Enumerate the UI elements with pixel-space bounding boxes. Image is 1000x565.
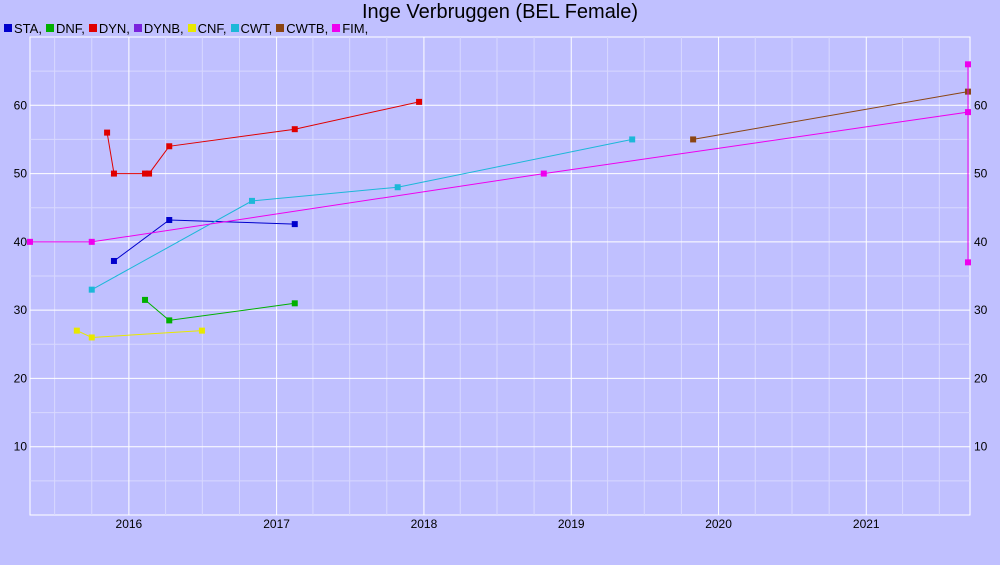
data-point-sta xyxy=(110,257,117,264)
data-point-fim xyxy=(964,61,971,68)
data-point-cnf xyxy=(73,327,80,334)
y-tick-label: 10 xyxy=(974,440,988,454)
y-tick-label: 20 xyxy=(974,371,988,385)
data-point-cwt xyxy=(88,286,95,293)
x-tick-label: 2019 xyxy=(558,517,585,531)
legend-label: DNF, xyxy=(55,20,85,36)
series-line-sta xyxy=(113,219,295,262)
y-tick-label: 30 xyxy=(14,303,28,317)
data-point-dyn xyxy=(104,129,111,136)
legend-item: FIM, xyxy=(332,21,368,36)
x-tick-label: 2020 xyxy=(705,517,732,531)
legend-swatch xyxy=(133,24,142,32)
data-point-fim xyxy=(540,170,547,177)
legend-item: DYNB, xyxy=(133,20,184,36)
legend-label: CWTB, xyxy=(286,20,329,36)
legend-swatch xyxy=(88,24,97,32)
legend-swatch xyxy=(187,24,196,32)
data-point-cnf xyxy=(198,327,205,334)
data-point-dnf xyxy=(291,300,298,307)
y-tick-label: 40 xyxy=(974,235,988,249)
legend-item: DNF, xyxy=(45,20,85,36)
legend-label: DYN, xyxy=(98,20,130,36)
legend-item: STA, xyxy=(4,21,42,36)
data-point-dyn xyxy=(166,143,173,150)
data-point-fim xyxy=(27,238,33,245)
x-tick-label: 2021 xyxy=(853,517,880,531)
data-point-fim xyxy=(964,109,971,116)
series-line-fim xyxy=(30,64,969,263)
y-tick-label: 30 xyxy=(974,303,988,317)
legend-item: CWT, xyxy=(230,20,273,36)
legend-label: CNF, xyxy=(197,20,227,36)
data-point-cwtb xyxy=(690,136,697,143)
legend-swatch xyxy=(45,24,54,32)
x-tick-label: 2018 xyxy=(411,517,438,531)
data-point-cwt xyxy=(248,197,255,204)
series-line-cwtb xyxy=(693,91,969,140)
chart-title: Inge Verbruggen (BEL Female) xyxy=(361,1,639,23)
series-line-dyn xyxy=(106,101,420,175)
data-point-dyn xyxy=(110,170,117,177)
data-point-dyn xyxy=(416,98,423,105)
y-tick-label: 60 xyxy=(974,98,988,112)
y-tick-label: 60 xyxy=(14,98,28,112)
data-point-sta xyxy=(291,221,298,228)
data-point-dnf xyxy=(166,317,173,324)
legend-swatch xyxy=(276,24,285,32)
data-point-dnf xyxy=(142,296,149,303)
data-point-dyn xyxy=(146,170,153,177)
legend-item: DYN, xyxy=(88,20,130,36)
legend-swatch xyxy=(4,24,12,32)
series-line-cwt xyxy=(91,138,633,291)
legend-swatch xyxy=(332,24,341,32)
y-tick-label: 50 xyxy=(974,167,988,181)
series-line-cnf xyxy=(76,330,202,339)
legend-label: STA, xyxy=(14,20,42,36)
data-point-dyn xyxy=(291,126,298,133)
y-tick-label: 20 xyxy=(14,371,28,385)
x-tick-label: 2017 xyxy=(263,517,290,531)
data-point-sta xyxy=(166,217,173,224)
legend: STA, DNF, DYN, DYNB, CNF, CWT, CWTB, FIM, xyxy=(4,20,372,36)
x-tick-label: 2016 xyxy=(116,517,143,531)
data-point-fim xyxy=(88,238,95,245)
legend-swatch xyxy=(230,24,239,32)
legend-label: DYNB, xyxy=(143,20,184,36)
data-point-dyn xyxy=(142,170,149,177)
data-point-cwt xyxy=(394,184,401,191)
legend-label: CWT, xyxy=(240,20,273,36)
data-point-cwt xyxy=(629,136,636,143)
data-point-fim xyxy=(964,259,971,266)
data-point-cnf xyxy=(88,334,95,341)
legend-item: CNF, xyxy=(187,20,227,36)
y-tick-label: 10 xyxy=(14,440,28,454)
legend-item: CWTB, xyxy=(276,21,328,36)
y-tick-label: 40 xyxy=(14,235,28,249)
y-tick-label: 50 xyxy=(14,167,28,181)
legend-label: FIM, xyxy=(342,20,369,36)
